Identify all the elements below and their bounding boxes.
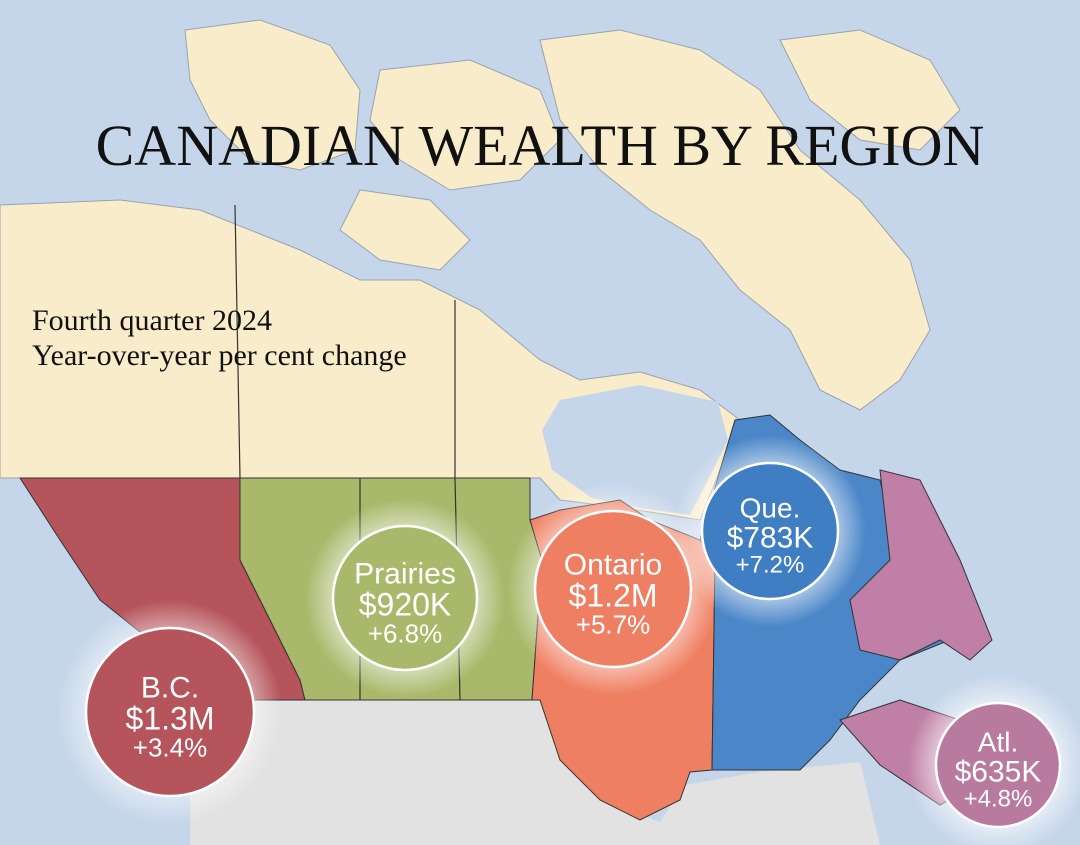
subtitle: Year-over-year per cent change (32, 339, 407, 372)
region-wealth: $1.2M (569, 577, 658, 613)
region-name: Ontario (564, 548, 662, 581)
region-change: +5.7% (576, 609, 650, 639)
territory-border (234, 204, 241, 479)
united-states (190, 700, 880, 845)
title: CANADIAN WEALTH BY REGION (96, 113, 985, 178)
region-name: Que. (740, 492, 801, 523)
region-change: +4.8% (964, 785, 1033, 812)
region-name: Prairies (354, 557, 456, 590)
badge (533, 509, 693, 669)
arctic-islands (184, 19, 961, 411)
badge (84, 626, 256, 798)
region-wealth: $920K (359, 586, 452, 622)
region-name: Atl. (978, 726, 1018, 757)
region-change: +3.4% (133, 732, 207, 762)
subtitle: Fourth quarter 2024 (32, 304, 272, 337)
badge (331, 524, 479, 672)
region-change: +6.8% (368, 618, 442, 648)
region-wealth: $1.3M (126, 700, 215, 736)
region-wealth: $635K (955, 755, 1042, 788)
hudson-bay (542, 385, 728, 515)
region-badges: B.C.$1.3M+3.4%Prairies$920K+6.8%Ontario$… (58, 435, 1080, 845)
region-wealth: $783K (727, 521, 814, 554)
badge (700, 461, 840, 601)
badge (934, 701, 1062, 829)
region-name: B.C. (141, 671, 199, 704)
atlantic-region (849, 469, 993, 661)
region-change: +7.2% (736, 551, 805, 578)
